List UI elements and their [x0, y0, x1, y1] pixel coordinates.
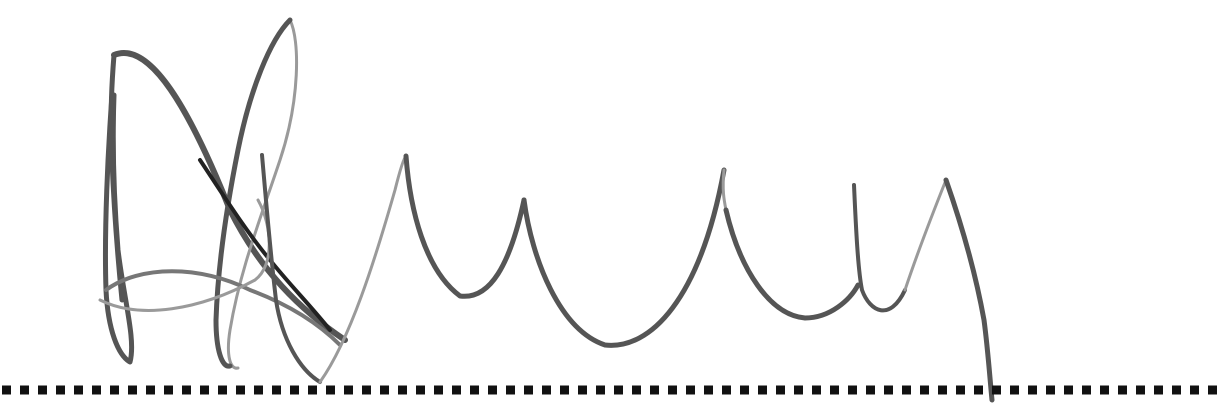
signature-stroke	[104, 269, 342, 347]
signature-stroke	[108, 52, 125, 303]
signature-stroke	[852, 183, 907, 313]
signature-stroke	[318, 154, 408, 384]
signature-stroke	[721, 168, 728, 212]
signature-stroke	[521, 167, 727, 348]
signature-stroke	[213, 17, 293, 369]
signature-stroke	[903, 178, 948, 292]
signature-stroke	[111, 50, 348, 343]
signature-stroke	[260, 153, 322, 384]
signature-strokes	[98, 17, 995, 403]
signature-stroke	[226, 18, 299, 370]
signature-stroke	[943, 177, 995, 403]
signature-stroke	[403, 153, 527, 299]
signature-stroke	[723, 207, 861, 321]
